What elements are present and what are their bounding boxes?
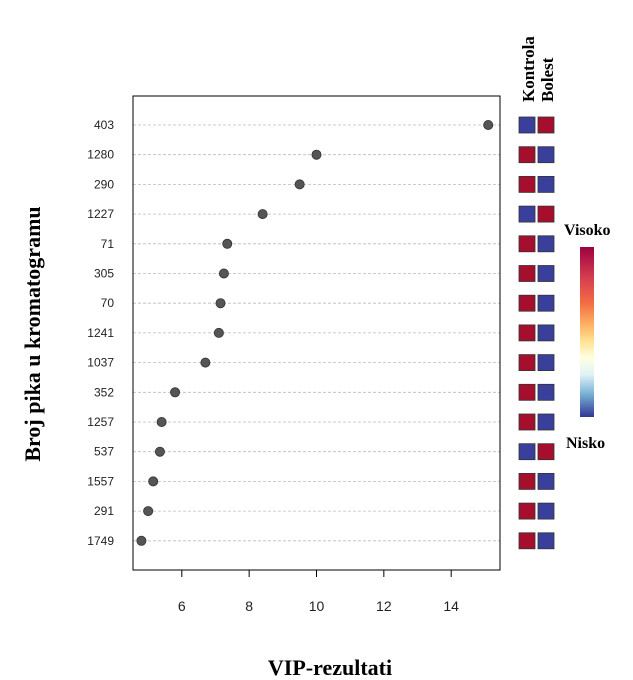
x-tick-label: 10 (309, 598, 325, 614)
y-tick-label: 352 (94, 385, 114, 399)
y-tick-label: 1241 (87, 326, 114, 340)
y-tick-label: 1257 (87, 415, 114, 429)
heatmap-cell (537, 175, 555, 193)
heatmap-cell (537, 472, 555, 490)
x-tick-label: 8 (245, 598, 253, 614)
heatmap-cell (537, 205, 555, 223)
y-tick-label: 1037 (87, 356, 114, 370)
heatmap-cell (537, 116, 555, 134)
y-tick-label: 71 (101, 237, 115, 251)
heatmap-cells (518, 116, 555, 550)
colorbar-low-label: Nisko (566, 435, 605, 452)
heatmap-cell (518, 294, 536, 312)
y-tick-label: 1280 (87, 148, 114, 162)
x-axis: 6 8 10 12 14 (178, 570, 459, 614)
heatmap-cell (518, 383, 536, 401)
heatmap-cell (518, 472, 536, 490)
heatmap-cell (537, 146, 555, 164)
y-tick-label: 403 (94, 118, 114, 132)
heatmap-cell (537, 532, 555, 550)
heatmap-cell (537, 383, 555, 401)
colorbar-high-label: Visoko (564, 222, 611, 239)
data-point (215, 298, 226, 309)
heatmap-cell (518, 532, 536, 550)
y-tick-label: 290 (94, 177, 114, 191)
heatmap-cell (537, 324, 555, 342)
data-point (156, 416, 167, 427)
heatmap-cell (518, 265, 536, 282)
heatmap-cell (518, 175, 536, 193)
data-point (143, 506, 154, 517)
data-point (483, 120, 494, 131)
heatmap-column-label-kontrola: Kontrola (519, 36, 538, 102)
heatmap-column-label-bolest: Bolest (538, 57, 557, 102)
data-point (200, 357, 211, 368)
y-tick-label: 537 (94, 445, 114, 459)
heatmap-cell (518, 354, 536, 372)
grid-lines (133, 124, 500, 542)
y-tick-label: 1227 (87, 207, 114, 221)
y-tick-label: 305 (94, 267, 114, 281)
data-point (136, 535, 147, 546)
data-point (148, 476, 159, 487)
data-point (222, 238, 233, 249)
data-points (136, 120, 494, 546)
colorbar (580, 247, 594, 417)
heatmap-cell (518, 116, 536, 134)
y-tick-label: 291 (94, 504, 114, 518)
heatmap-cell (518, 324, 536, 342)
data-point (213, 327, 224, 338)
heatmap-cell (537, 294, 555, 312)
y-tick-label: 1557 (87, 474, 114, 488)
data-point (311, 149, 322, 160)
heatmap-cell (518, 502, 536, 520)
x-tick-label: 6 (178, 598, 186, 614)
heatmap-cell (537, 235, 555, 253)
heatmap-cell (518, 205, 536, 223)
data-point (257, 209, 268, 220)
heatmap-cell (518, 443, 536, 461)
heatmap-cell (537, 413, 555, 431)
heatmap-cell (537, 502, 555, 520)
heatmap-cell (518, 146, 536, 164)
heatmap-cell (537, 354, 555, 372)
heatmap-cell (537, 265, 555, 282)
heatmap-cell (518, 235, 536, 253)
y-tick-label: 70 (101, 296, 115, 310)
x-axis-title: VIP-rezultati (268, 655, 392, 680)
y-tick-labels: 403 1280 290 1227 71 305 70 1241 1037 352 1257 537 1… (87, 118, 114, 548)
data-point (218, 268, 229, 279)
data-point (154, 446, 165, 457)
y-tick-label: 1749 (87, 534, 114, 548)
heatmap-cell (537, 443, 555, 461)
y-axis-title: Broj pika u kromatogramu (20, 206, 45, 461)
heatmap-cell (518, 413, 536, 431)
x-tick-label: 12 (376, 598, 392, 614)
x-tick-label: 14 (443, 598, 459, 614)
data-point (294, 179, 305, 190)
data-point (170, 387, 181, 398)
